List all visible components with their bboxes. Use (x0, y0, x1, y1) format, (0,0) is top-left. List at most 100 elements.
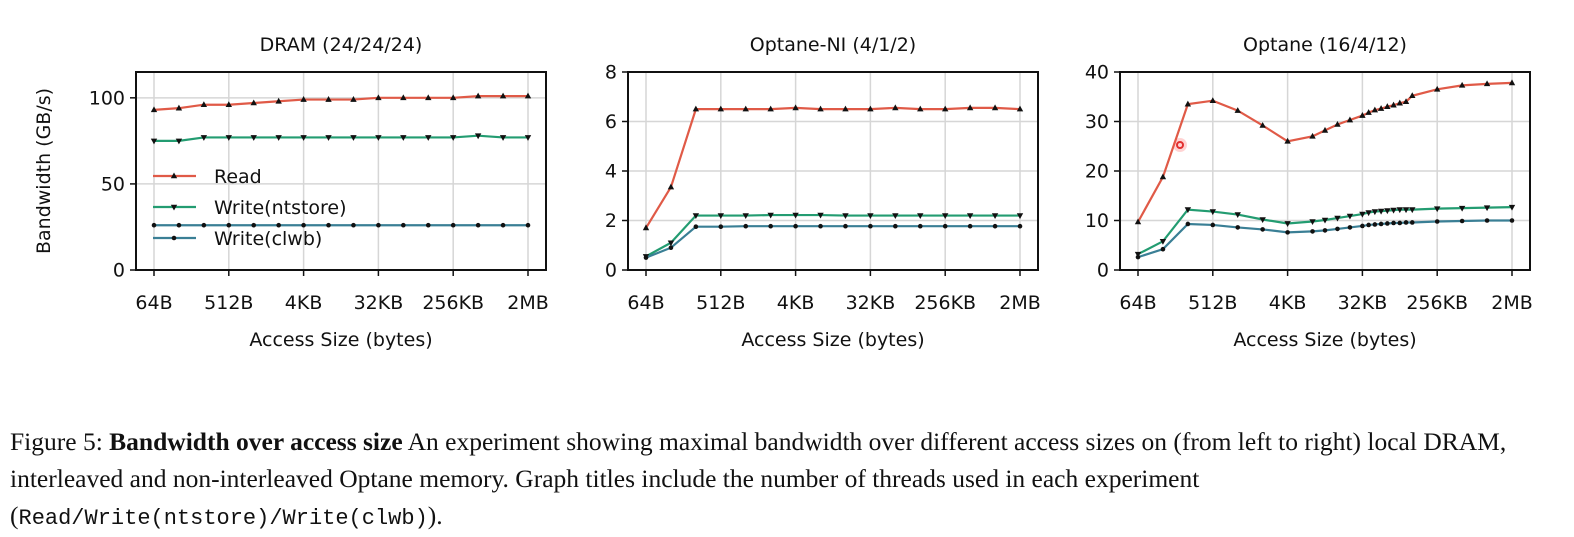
data-point (718, 224, 724, 229)
chart-panel-1: 0 50 100 64B 512B 4KB 32KB 256KB 2MB DRAM (24/24/… (33, 34, 549, 351)
data-point (524, 92, 532, 99)
data-point (1402, 207, 1410, 214)
data-point (743, 223, 749, 229)
data-point (1259, 121, 1266, 128)
data-point (917, 105, 924, 112)
data-point (717, 105, 724, 112)
data-point (792, 104, 799, 111)
series-line-Write(clwb) (1137, 219, 1512, 259)
caption-text: An experiment showing maximal bandwidth … (10, 426, 1507, 530)
data-point (767, 105, 774, 112)
data-point (892, 213, 899, 220)
data-point (1321, 126, 1329, 133)
data-point (1322, 228, 1328, 233)
data-point (325, 96, 332, 102)
data-point (176, 222, 182, 228)
caption-label: Figure 5: (10, 426, 110, 456)
data-point (1160, 246, 1166, 252)
data-point (1508, 79, 1516, 86)
data-point (817, 105, 824, 112)
data-point (1134, 218, 1142, 225)
data-point (717, 213, 724, 220)
data-point (768, 223, 773, 229)
x-tick-label: 4KB (1269, 292, 1307, 314)
series-line-Write(ntstore) (645, 213, 1020, 258)
chart-panel-3: 0 10 20 30 40 64B 512B 4KB 32KB 256KB 2MB Optane (1… (1085, 34, 1533, 351)
data-point (376, 222, 381, 228)
data-point (1335, 226, 1340, 232)
data-point (1310, 229, 1315, 234)
data-point (1508, 204, 1516, 211)
data-point (350, 96, 357, 102)
y-tick-label: 2 (605, 210, 617, 232)
y-axis-label: Bandwidth (GB/s) (33, 88, 55, 254)
data-point (525, 222, 531, 228)
data-point (742, 105, 749, 112)
x-axis-label: Access Size (bytes) (1233, 329, 1416, 351)
y-tick-label: 0 (1097, 260, 1109, 282)
y-tick-label: 0 (113, 260, 125, 282)
legend-marker (171, 235, 177, 241)
data-point (1346, 213, 1354, 220)
data-point (1396, 99, 1403, 106)
data-point (818, 223, 823, 229)
data-point (991, 104, 999, 111)
data-point (524, 135, 532, 141)
data-point (1384, 208, 1391, 215)
data-point (1483, 205, 1491, 212)
data-point (1378, 221, 1384, 227)
y-tick-label: 10 (1085, 210, 1109, 232)
data-point (474, 133, 482, 140)
series-line-Write(ntstore) (154, 134, 528, 142)
data-point (300, 135, 307, 141)
data-point (1396, 207, 1403, 214)
data-point (150, 106, 158, 113)
data-point (967, 223, 973, 229)
data-point (1365, 109, 1372, 115)
data-point (1434, 206, 1441, 213)
data-point (1309, 219, 1316, 225)
cursor-marker (1173, 138, 1187, 152)
x-tick-label: 64B (627, 292, 664, 314)
data-point (793, 223, 798, 229)
data-point (1135, 254, 1141, 260)
data-point (1209, 97, 1216, 104)
data-point (225, 135, 232, 141)
data-point (300, 96, 307, 102)
x-tick-label: 4KB (285, 292, 323, 314)
caption-end: ). (427, 500, 443, 530)
data-point (966, 213, 974, 220)
data-point (151, 222, 157, 228)
caption-code: Read/Write(ntstore)/Write(clwb) (18, 505, 428, 531)
data-point (667, 240, 675, 247)
data-point (1390, 101, 1397, 108)
data-point (867, 105, 874, 112)
legend-marker (170, 172, 178, 179)
data-point (1016, 105, 1024, 112)
data-point (401, 222, 406, 228)
x-tick-label: 4KB (777, 292, 815, 314)
data-point (1334, 215, 1341, 222)
data-point (868, 223, 873, 229)
y-tick-label: 30 (1085, 111, 1109, 133)
data-point (1134, 251, 1142, 258)
data-point (1397, 220, 1403, 226)
x-tick-label: 2MB (507, 292, 549, 314)
data-point (1391, 220, 1396, 226)
data-point (1184, 100, 1192, 107)
data-point (1483, 80, 1491, 87)
data-point (1235, 225, 1241, 230)
legend-label: Read (214, 166, 262, 188)
data-point (400, 94, 407, 101)
data-point (1360, 223, 1365, 229)
data-point (1209, 209, 1216, 216)
plot-frame (135, 71, 547, 271)
data-point (893, 223, 898, 229)
data-point (942, 223, 948, 229)
series-line-Read (645, 106, 1021, 229)
data-point (1459, 218, 1465, 224)
data-point (251, 222, 257, 228)
data-point (1384, 103, 1391, 109)
data-point (1484, 218, 1490, 223)
